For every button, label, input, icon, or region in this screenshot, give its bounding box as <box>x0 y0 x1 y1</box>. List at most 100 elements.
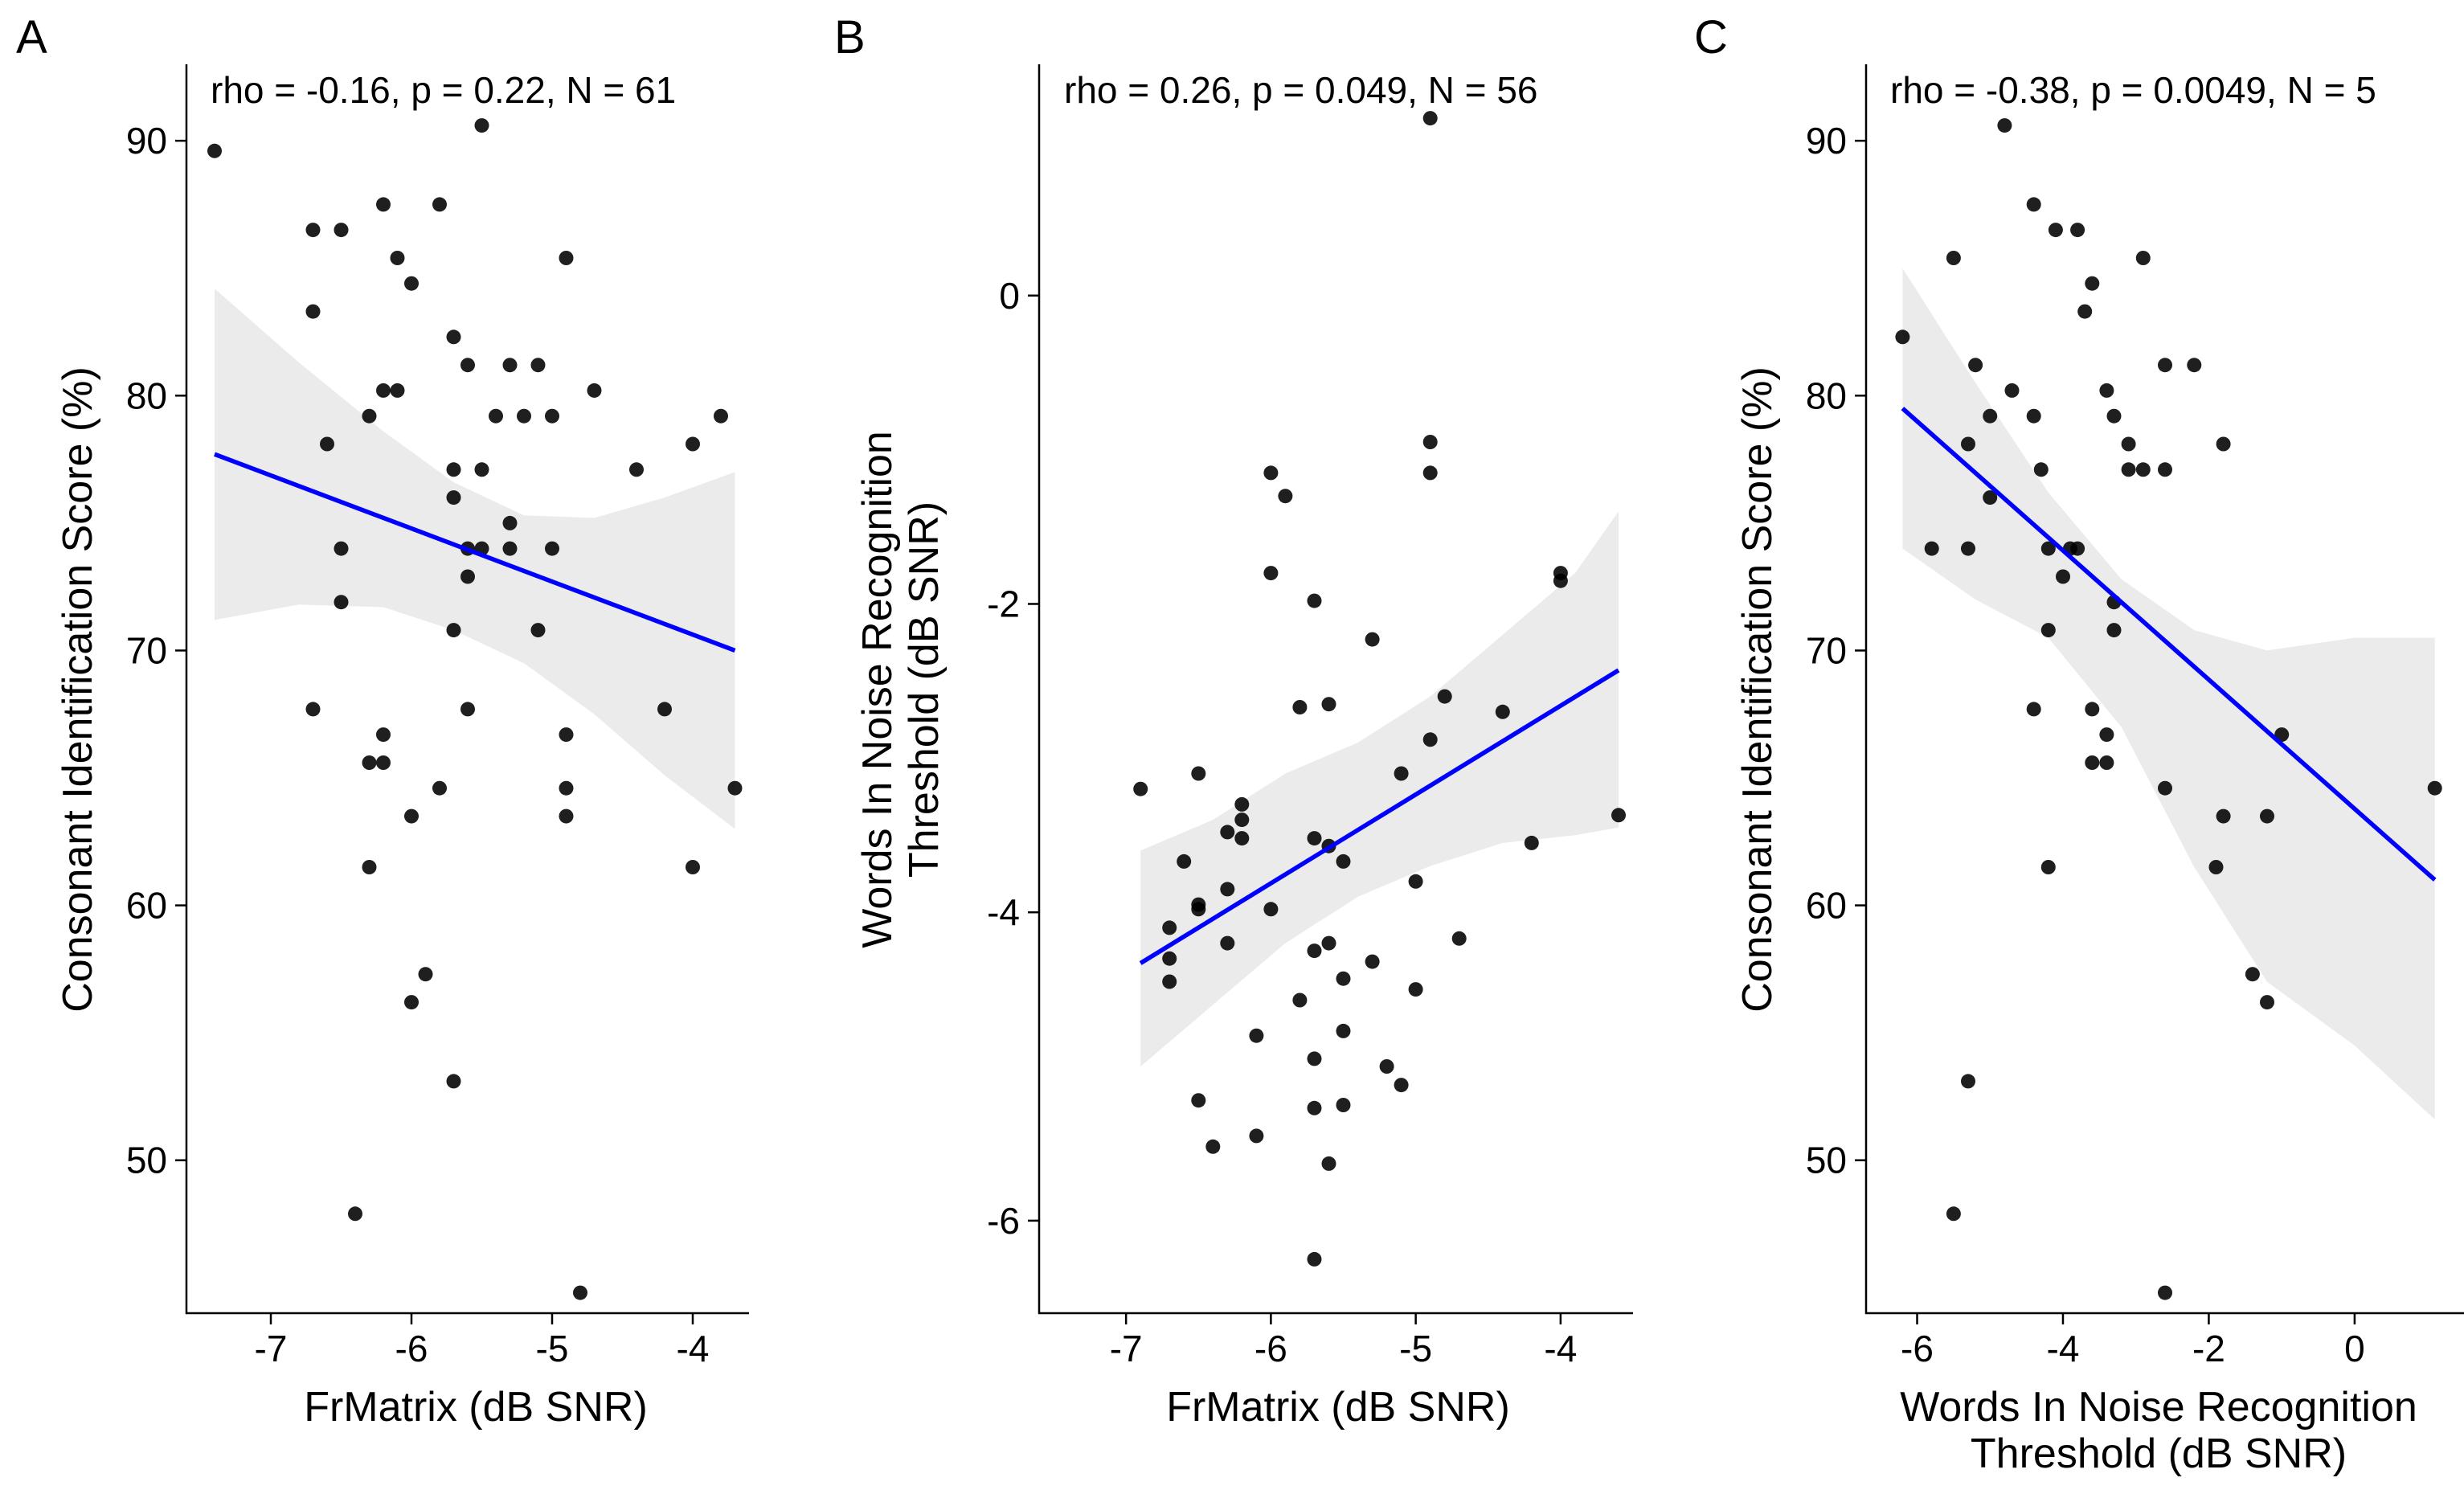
data-point <box>1961 1074 1975 1089</box>
data-point <box>1946 1206 1961 1222</box>
data-point <box>559 251 574 265</box>
data-point <box>390 383 405 398</box>
data-point <box>2135 251 2151 265</box>
data-point <box>502 541 518 556</box>
data-point <box>1997 118 2012 133</box>
data-point <box>460 569 475 584</box>
data-point <box>1307 1100 1322 1115</box>
y-axis-label-line: Consonant Identification Score (%) <box>1734 366 1781 1013</box>
data-point <box>1292 993 1308 1008</box>
data-point <box>1263 902 1279 917</box>
y-tick-label: 80 <box>126 375 167 416</box>
data-point <box>559 727 574 743</box>
panel-a: -7 -6 -5 -4 50 60 70 80 90 rho = -0.16, p = 0.22,… <box>16 11 749 1431</box>
data-point <box>305 702 321 717</box>
data-point <box>2085 702 2100 717</box>
data-point <box>2158 1285 2172 1300</box>
panel-label: C <box>1694 11 1728 63</box>
data-point <box>1336 853 1351 869</box>
data-point <box>545 541 559 556</box>
data-point <box>2070 541 2085 556</box>
y-tick-label: -2 <box>987 583 1020 624</box>
data-point <box>1408 982 1423 997</box>
data-point <box>446 462 461 477</box>
data-point <box>1307 831 1322 846</box>
data-point <box>1495 704 1510 719</box>
confidence-band <box>1902 268 2435 1120</box>
y-axis-label-line: Words In Noise Recognition <box>854 431 901 948</box>
regression-line <box>214 452 736 653</box>
regression-line <box>1139 668 1620 965</box>
data-point <box>1307 943 1322 959</box>
y-tick-label: 50 <box>126 1140 167 1181</box>
x-tick-label: -6 <box>1901 1328 1934 1369</box>
data-point <box>390 251 405 265</box>
data-point <box>2260 995 2274 1010</box>
data-point <box>1611 808 1626 823</box>
data-point <box>1307 593 1322 608</box>
data-point <box>334 223 349 238</box>
panel-label: A <box>16 11 47 63</box>
y-tick-label: 0 <box>999 275 1020 317</box>
data-point <box>686 860 700 874</box>
data-point <box>2070 223 2085 238</box>
data-point <box>1983 490 1998 506</box>
data-point <box>1422 732 1438 747</box>
data-point <box>714 408 728 424</box>
data-point <box>305 223 321 238</box>
data-point <box>446 623 461 638</box>
data-point <box>1422 435 1438 449</box>
y-tick-label: 90 <box>1806 120 1847 162</box>
x-axis-label-line: FrMatrix (dB SNR) <box>1166 1384 1510 1431</box>
data-point <box>460 358 475 373</box>
data-point <box>1422 465 1438 481</box>
data-point <box>1408 874 1423 889</box>
data-point <box>1278 489 1293 504</box>
data-point <box>2099 755 2114 770</box>
data-point <box>1336 1023 1351 1038</box>
y-tick-label: 60 <box>126 885 167 927</box>
data-point <box>517 408 531 424</box>
data-point <box>2099 727 2114 743</box>
data-point <box>1946 251 1961 265</box>
data-point <box>1924 541 1939 556</box>
y-axis-label: Words In Noise RecognitionThreshold (dB … <box>854 431 948 948</box>
data-point <box>2216 436 2231 452</box>
data-point <box>2158 358 2172 373</box>
y-tick-label: 80 <box>1806 375 1847 416</box>
data-point <box>446 329 461 345</box>
data-point <box>320 436 334 452</box>
data-point <box>530 358 546 373</box>
data-point <box>2056 569 2070 584</box>
data-point <box>1177 853 1192 869</box>
data-point <box>686 436 700 452</box>
data-point <box>1321 935 1336 951</box>
data-point <box>2040 623 2056 638</box>
data-point <box>376 755 391 770</box>
data-point <box>2048 223 2063 238</box>
data-point <box>1220 935 1235 951</box>
data-point <box>1191 1093 1206 1108</box>
x-tick-label: -2 <box>2192 1328 2225 1369</box>
y-tick-label: 70 <box>1806 629 1847 671</box>
data-point <box>1394 1078 1409 1093</box>
data-point <box>460 702 475 717</box>
data-point <box>1961 541 1975 556</box>
data-point <box>2099 383 2114 398</box>
data-point <box>1292 700 1308 714</box>
data-point <box>1263 465 1279 481</box>
y-axis-label-line: Consonant Identification Score (%) <box>55 366 101 1013</box>
data-point <box>418 967 433 982</box>
data-point <box>1895 329 1910 345</box>
stats-annotation: rho = 0.26, p = 0.049, N = 56 <box>1064 69 1538 111</box>
data-point <box>1220 825 1235 840</box>
y-tick-label: 90 <box>126 120 167 162</box>
data-point <box>2208 860 2224 874</box>
x-tick-label: -7 <box>255 1328 288 1369</box>
x-tick-label: 0 <box>2344 1328 2365 1369</box>
data-point <box>1249 1028 1264 1043</box>
x-tick-label: -6 <box>1255 1328 1287 1369</box>
data-point <box>362 860 377 874</box>
data-point <box>446 1074 461 1089</box>
